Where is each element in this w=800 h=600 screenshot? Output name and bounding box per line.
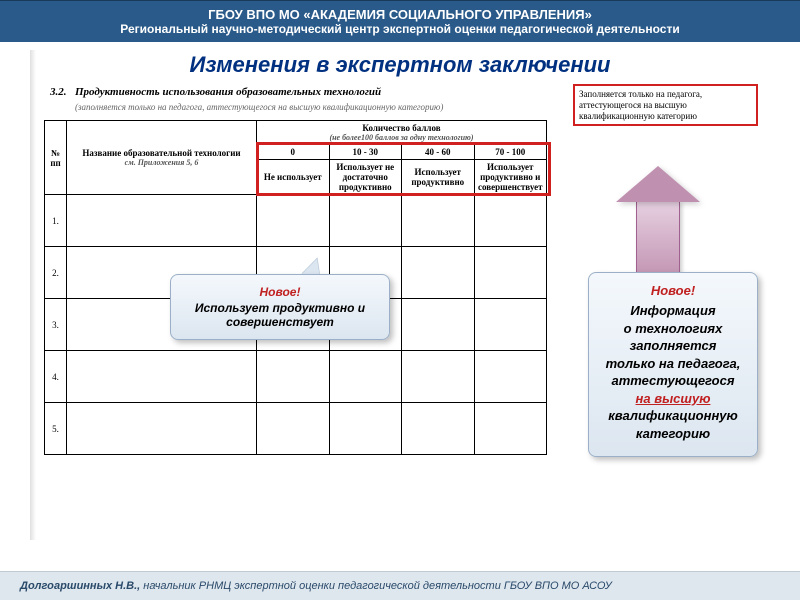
content-area: 3.2. Продуктивность использования образо… xyxy=(0,84,800,554)
col-number: № пп xyxy=(45,121,67,195)
section-number: 3.2. xyxy=(50,86,67,98)
score-range-1: 10 - 30 xyxy=(329,145,402,160)
table-row: 1. xyxy=(45,195,547,247)
callout-box-1: Новое! Использует продуктивно и совершен… xyxy=(170,274,390,340)
callout-body: Использует продуктивно и совершенствует xyxy=(179,301,381,329)
score-range-0: 0 xyxy=(257,145,330,160)
callout-body: Информация о технологиях заполняется тол… xyxy=(597,302,749,442)
section-title: Продуктивность использования образовател… xyxy=(75,86,381,98)
score-label-0: Не использует xyxy=(257,160,330,195)
callout-new-label: Новое! xyxy=(597,283,749,298)
col-score: Количество баллов (не более100 баллов за… xyxy=(257,121,547,145)
callout-box-2: Новое! Информация о технологиях заполняе… xyxy=(588,272,758,457)
table-row: 4. xyxy=(45,351,547,403)
table-row: 5. xyxy=(45,403,547,455)
slide-title-text: Изменения в экспертном заключении xyxy=(189,52,610,77)
score-range-3: 70 - 100 xyxy=(474,145,547,160)
footer-role: начальник РНМЦ экспертной оценки педагог… xyxy=(143,580,612,592)
highlight-note-box: Заполняется только на педагога, аттестую… xyxy=(573,84,758,126)
col-name-label: Название образовательной технологии xyxy=(70,148,253,158)
score-label-3: Использует продуктивно и совершенствует xyxy=(474,160,547,195)
col-name: Название образовательной технологии см. … xyxy=(67,121,257,195)
score-label-1: Использует не достаточно продуктивно xyxy=(329,160,402,195)
score-label-2: Использует продуктивно xyxy=(402,160,475,195)
footer-text: Долгоаршинных Н.В., начальник РНМЦ экспе… xyxy=(20,580,780,592)
header-title: ГБОУ ВПО МО «АКАДЕМИЯ СОЦИАЛЬНОГО УПРАВЛ… xyxy=(10,7,790,22)
callout-new-label: Новое! xyxy=(179,285,381,299)
col-score-label: Количество баллов xyxy=(260,123,543,133)
section-note: (заполняется только на педагога, аттесту… xyxy=(75,102,443,112)
score-range-2: 40 - 60 xyxy=(402,145,475,160)
col-name-note: см. Приложения 5, 6 xyxy=(70,158,253,167)
footer-author: Долгоаршинных Н.В., xyxy=(20,580,143,592)
arrow-up-icon xyxy=(616,166,700,283)
slide-title: Изменения в экспертном заключении xyxy=(0,42,800,84)
header: ГБОУ ВПО МО «АКАДЕМИЯ СОЦИАЛЬНОГО УПРАВЛ… xyxy=(0,0,800,42)
footer: Долгоаршинных Н.В., начальник РНМЦ экспе… xyxy=(0,571,800,600)
header-subtitle: Региональный научно-методический центр э… xyxy=(10,22,790,36)
col-score-note: (не более100 баллов за одну технологию) xyxy=(260,133,543,142)
